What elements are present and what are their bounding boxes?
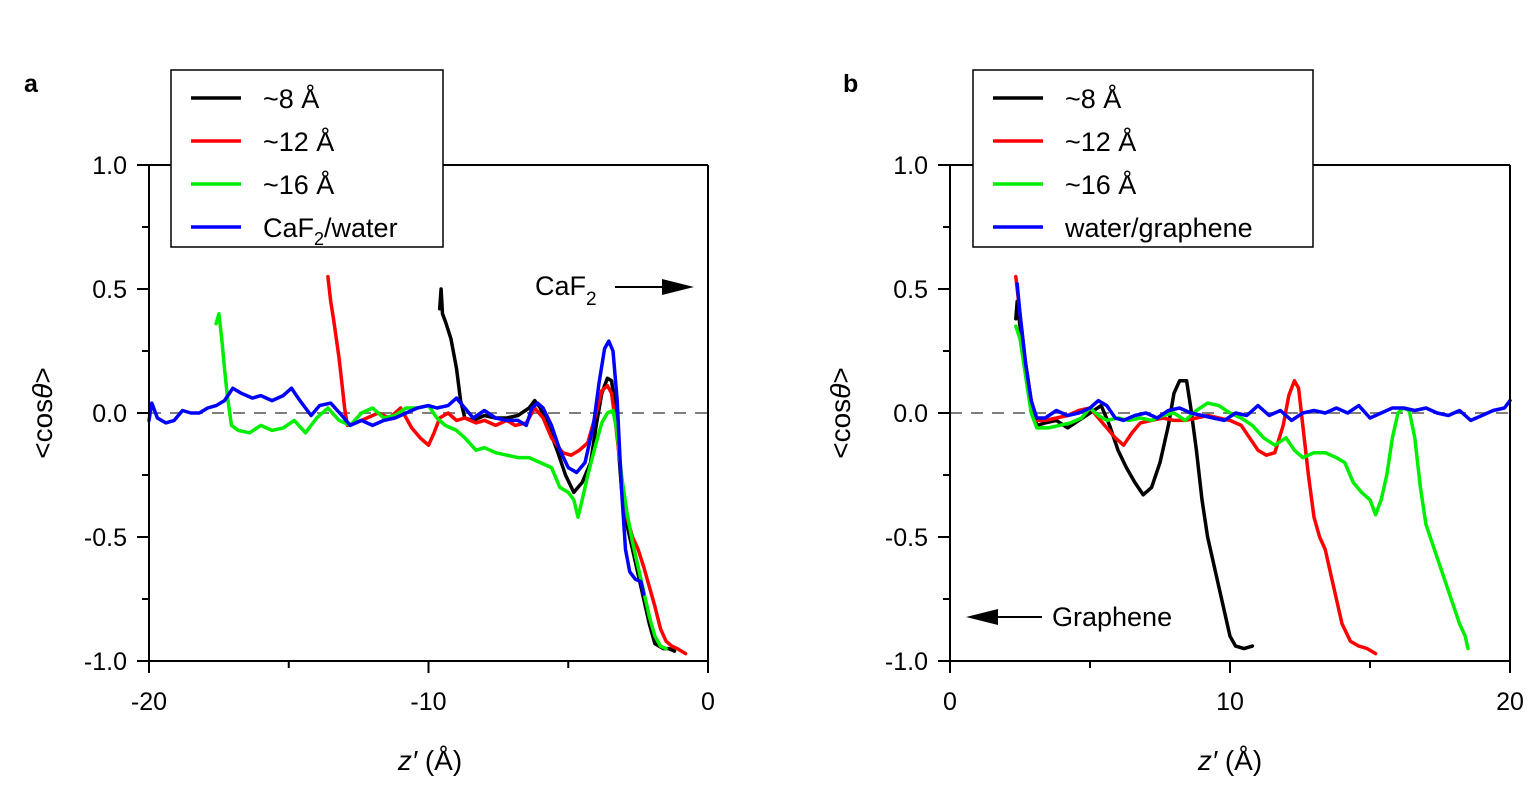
y-tick-label: 0.0 [92, 400, 127, 428]
panel-label-a: a [24, 70, 39, 98]
series-line-0 [437, 287, 677, 653]
y-tick-label: -0.5 [84, 524, 127, 552]
legend-entry-label: CaF2/water [263, 213, 398, 249]
y-tick-label: -0.5 [885, 524, 928, 552]
legend-entry-label: ~16 Å [1065, 169, 1136, 200]
series-line-0 [1014, 299, 1255, 651]
legend-entry-label: ~8 Å [263, 83, 319, 114]
legend-entry-label: ~16 Å [263, 169, 334, 200]
legend-entry-label: ~12 Å [1065, 126, 1136, 157]
y-axis-title-a: <cosθ> [27, 367, 58, 459]
panel-label-b: b [843, 70, 858, 98]
legend-entry-label: water/graphene [1064, 213, 1253, 243]
series-line-1 [1014, 274, 1378, 656]
y-tick-label: 0.5 [893, 276, 928, 304]
series-line-3 [1015, 282, 1512, 423]
legend-box [170, 69, 444, 248]
x-tick-label: 10 [1216, 688, 1244, 716]
plot-area-a: 1.0 0.5 0.0 -0.5 -1.0-20 -10 0 ~8 Å ~12 Å ~16 Å Ca… [84, 69, 715, 716]
x-axis-title-b: z′ (Å) [1197, 745, 1262, 776]
panel-a: a 1.0 0.5 0.0 -0.5 -1.0-20 -10 0 ~8 Å ~12 Å ~16 Å… [24, 69, 715, 776]
x-tick-label: -10 [410, 688, 446, 716]
x-tick-label: -20 [131, 688, 167, 716]
x-tick-label: 0 [701, 688, 715, 716]
y-tick-label: 1.0 [893, 152, 928, 180]
series-line-2 [1014, 324, 1470, 651]
legend-entry-label: ~12 Å [263, 126, 334, 157]
arrowhead-left-icon [966, 609, 998, 625]
y-tick-label: -1.0 [84, 648, 127, 676]
legend: ~8 Å ~12 Å ~16 Å CaF2/water [170, 69, 444, 249]
x-tick-label: 0 [943, 688, 957, 716]
x-tick-label: 20 [1496, 688, 1524, 716]
x-axis-title-a: z′ (Å) [397, 745, 462, 776]
series-line-1 [326, 274, 688, 656]
series-line-2 [214, 312, 668, 651]
plot-area-b: 1.0 0.5 0.0 -0.5 -1.0 0 10 20 ~8 Å ~12 Å ~16 Å wate… [885, 69, 1524, 716]
y-tick-label: 0.5 [92, 276, 127, 304]
legend: ~8 Å ~12 Å ~16 Å water/graphene [972, 69, 1314, 248]
legend-entry-label: ~8 Å [1065, 83, 1121, 114]
substrate-annotation-label: CaF2 [535, 271, 597, 310]
arrowhead-right-icon [662, 279, 694, 295]
substrate-annotation-label: Graphene [1052, 602, 1172, 632]
y-axis-title-b: <cosθ> [825, 367, 856, 459]
y-tick-label: 1.0 [92, 152, 127, 180]
series-line-3 [147, 339, 646, 596]
y-tick-label: -1.0 [885, 648, 928, 676]
panel-b: b 1.0 0.5 0.0 -0.5 -1.0 0 10 20 ~8 Å ~12 Å ~16 Å wa… [825, 69, 1524, 776]
y-tick-label: 0.0 [893, 400, 928, 428]
